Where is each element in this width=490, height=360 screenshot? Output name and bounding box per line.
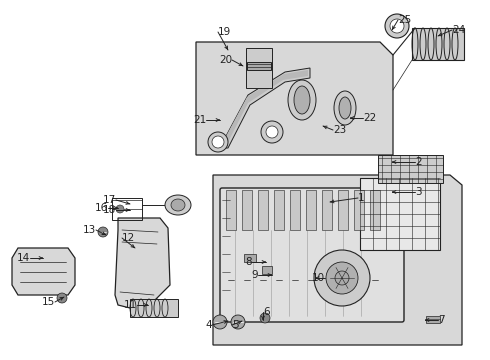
- Text: 14: 14: [17, 253, 30, 263]
- Bar: [226, 190, 236, 230]
- Text: 17: 17: [103, 195, 116, 205]
- Text: 6: 6: [263, 307, 270, 317]
- Bar: [242, 190, 252, 230]
- Ellipse shape: [266, 126, 278, 138]
- Ellipse shape: [165, 195, 191, 215]
- Ellipse shape: [294, 86, 310, 114]
- Circle shape: [116, 205, 124, 213]
- Circle shape: [385, 14, 409, 38]
- Text: 22: 22: [363, 113, 376, 123]
- Ellipse shape: [334, 91, 356, 125]
- Text: 11: 11: [124, 300, 137, 310]
- Bar: [290, 190, 300, 230]
- Text: 9: 9: [251, 270, 258, 280]
- Circle shape: [335, 271, 349, 285]
- Polygon shape: [115, 218, 170, 308]
- Bar: [378, 155, 443, 183]
- Text: 15: 15: [42, 297, 55, 307]
- Text: 18: 18: [103, 205, 116, 215]
- Polygon shape: [12, 248, 75, 295]
- Circle shape: [260, 313, 270, 323]
- Circle shape: [213, 315, 227, 329]
- Bar: [426, 316, 440, 323]
- Text: 1: 1: [358, 193, 365, 203]
- Ellipse shape: [212, 136, 224, 148]
- Bar: [322, 190, 332, 230]
- Text: 8: 8: [245, 257, 252, 267]
- Text: 13: 13: [83, 225, 96, 235]
- Circle shape: [390, 19, 404, 33]
- Ellipse shape: [171, 199, 185, 211]
- Polygon shape: [220, 70, 308, 146]
- Bar: [412, 28, 464, 60]
- Ellipse shape: [261, 121, 283, 143]
- Bar: [274, 190, 284, 230]
- Bar: [360, 178, 440, 250]
- Text: 4: 4: [205, 320, 212, 330]
- Bar: [306, 190, 316, 230]
- Bar: [112, 198, 142, 220]
- Text: 7: 7: [438, 315, 444, 325]
- Text: 21: 21: [193, 115, 206, 125]
- Bar: [262, 266, 272, 274]
- Text: 23: 23: [333, 125, 346, 135]
- Bar: [130, 299, 178, 317]
- Polygon shape: [196, 42, 393, 155]
- Circle shape: [57, 293, 67, 303]
- Circle shape: [326, 262, 358, 294]
- Text: 2: 2: [415, 157, 421, 167]
- Text: 5: 5: [232, 320, 239, 330]
- Polygon shape: [213, 175, 462, 345]
- Text: 3: 3: [415, 187, 421, 197]
- Bar: [370, 190, 380, 230]
- Ellipse shape: [288, 80, 316, 120]
- Bar: [338, 190, 348, 230]
- Bar: [258, 190, 268, 230]
- Text: 16: 16: [95, 203, 108, 213]
- Text: 20: 20: [219, 55, 232, 65]
- Text: 25: 25: [398, 15, 411, 25]
- Bar: [354, 190, 364, 230]
- Circle shape: [314, 250, 370, 306]
- Text: 12: 12: [122, 233, 135, 243]
- Text: 19: 19: [218, 27, 231, 37]
- FancyBboxPatch shape: [220, 188, 404, 322]
- Ellipse shape: [208, 132, 228, 152]
- Circle shape: [231, 315, 245, 329]
- Text: 10: 10: [312, 273, 325, 283]
- Text: 24: 24: [452, 25, 465, 35]
- Bar: [247, 62, 271, 70]
- Bar: [244, 254, 256, 262]
- Ellipse shape: [339, 97, 351, 119]
- Polygon shape: [218, 68, 310, 148]
- Circle shape: [98, 227, 108, 237]
- Bar: [246, 48, 272, 88]
